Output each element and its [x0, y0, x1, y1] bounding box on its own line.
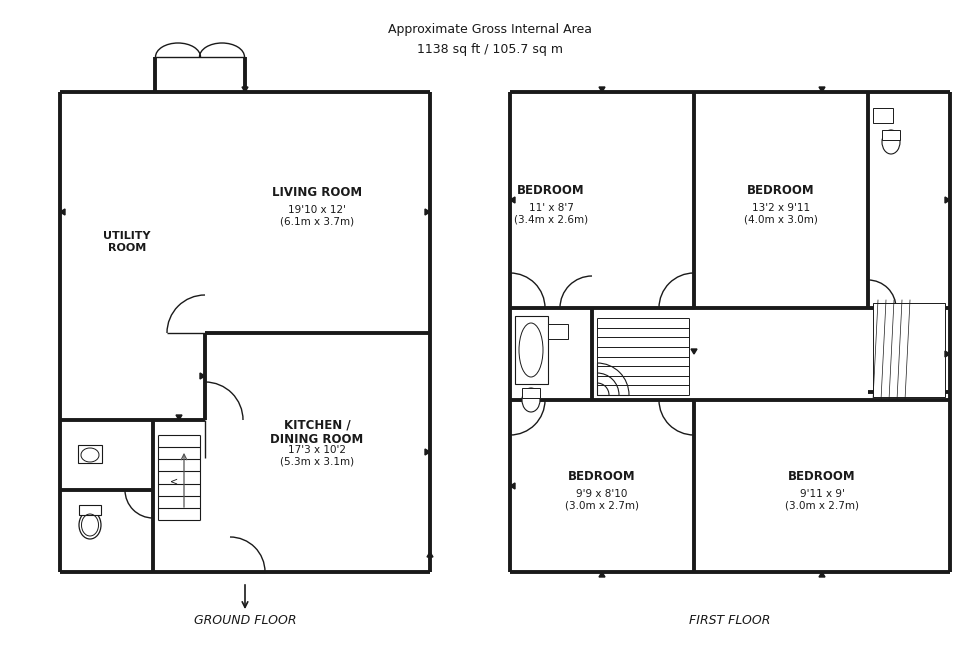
Polygon shape — [945, 351, 950, 357]
Ellipse shape — [522, 388, 540, 412]
Polygon shape — [945, 197, 950, 203]
Text: (6.1m x 3.7m): (6.1m x 3.7m) — [280, 217, 354, 227]
Polygon shape — [176, 415, 182, 420]
Ellipse shape — [519, 323, 543, 377]
Ellipse shape — [882, 130, 900, 154]
Polygon shape — [60, 209, 65, 215]
Polygon shape — [242, 87, 248, 92]
Text: 13'2 x 9'11: 13'2 x 9'11 — [752, 203, 810, 213]
Polygon shape — [819, 87, 825, 92]
Bar — [78, 445, 102, 463]
Text: (3.4m x 2.6m): (3.4m x 2.6m) — [514, 215, 588, 225]
Text: UTILITY
ROOM: UTILITY ROOM — [103, 231, 151, 253]
Polygon shape — [200, 373, 205, 379]
Bar — [873, 108, 893, 123]
Bar — [548, 324, 568, 339]
Text: BEDROOM: BEDROOM — [568, 470, 636, 483]
Bar — [882, 130, 900, 140]
Polygon shape — [425, 209, 430, 215]
Text: BEDROOM: BEDROOM — [517, 183, 585, 197]
Ellipse shape — [79, 511, 101, 539]
Bar — [873, 303, 945, 397]
Polygon shape — [819, 572, 825, 577]
Text: KITCHEN /
DINING ROOM: KITCHEN / DINING ROOM — [270, 418, 364, 446]
Text: 17'3 x 10'2: 17'3 x 10'2 — [288, 445, 346, 455]
Polygon shape — [599, 87, 605, 92]
Bar — [522, 388, 540, 398]
Polygon shape — [599, 572, 605, 577]
Text: FIRST FLOOR: FIRST FLOOR — [689, 614, 770, 626]
Polygon shape — [510, 197, 515, 203]
Text: (4.0m x 3.0m): (4.0m x 3.0m) — [744, 215, 818, 225]
Text: 19'10 x 12': 19'10 x 12' — [288, 205, 346, 215]
Text: (5.3m x 3.1m): (5.3m x 3.1m) — [280, 457, 354, 467]
Bar — [79, 505, 101, 515]
Text: <: < — [170, 477, 178, 487]
Text: LIVING ROOM: LIVING ROOM — [271, 185, 362, 199]
Text: 9'9 x 8'10: 9'9 x 8'10 — [576, 489, 627, 499]
Text: (3.0m x 2.7m): (3.0m x 2.7m) — [565, 501, 639, 511]
Text: (3.0m x 2.7m): (3.0m x 2.7m) — [785, 501, 859, 511]
Text: 9'11 x 9': 9'11 x 9' — [800, 489, 845, 499]
Text: BEDROOM: BEDROOM — [788, 470, 856, 483]
Polygon shape — [510, 483, 515, 489]
Text: 1138 sq ft / 105.7 sq m: 1138 sq ft / 105.7 sq m — [417, 44, 563, 57]
Bar — [515, 316, 548, 384]
Text: 11' x 8'7: 11' x 8'7 — [528, 203, 573, 213]
Polygon shape — [691, 349, 697, 354]
Polygon shape — [425, 449, 430, 455]
Text: Approximate Gross Internal Area: Approximate Gross Internal Area — [388, 24, 592, 37]
Text: GROUND FLOOR: GROUND FLOOR — [194, 614, 296, 626]
Polygon shape — [427, 552, 433, 557]
Text: BEDROOM: BEDROOM — [747, 183, 814, 197]
